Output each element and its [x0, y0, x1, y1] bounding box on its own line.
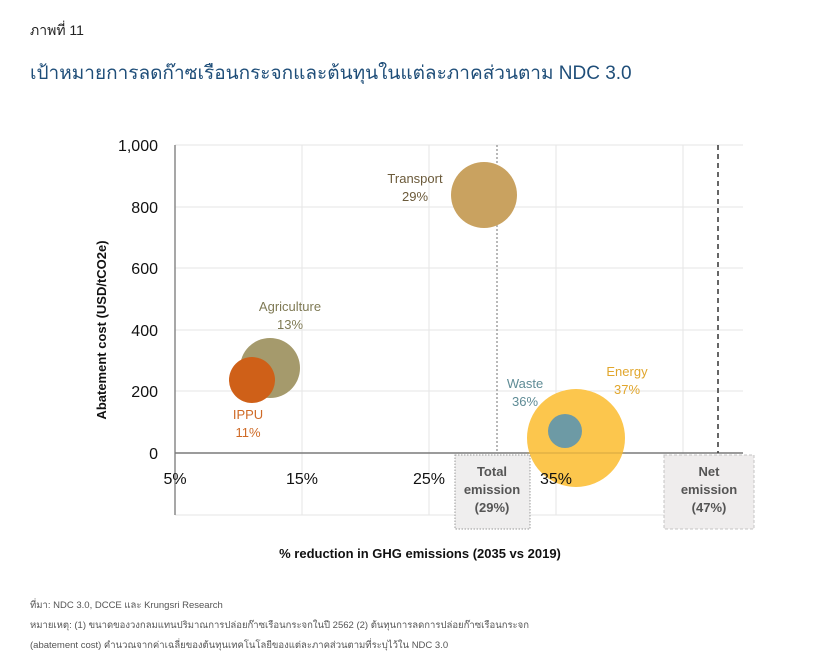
x-tick: 5% [163, 471, 186, 488]
agriculture-label: Agriculture [259, 299, 321, 314]
figure-title: เป้าหมายการลดก๊าซเรือนกระจกและต้นทุนในแต… [30, 63, 632, 84]
y-tick: 200 [131, 384, 158, 401]
bubble-ippu [229, 357, 275, 403]
note-line: หมายเหตุ: (1) ขนาดของวงกลมแทนปริมาณการปล… [30, 620, 529, 631]
ippu-label: IPPU [233, 407, 263, 422]
net-emission-label: Net [699, 464, 721, 479]
agriculture-pct: 13% [277, 317, 303, 332]
y-tick-labels: 1,000 800 600 400 200 0 [118, 138, 158, 463]
ippu-pct: 11% [235, 425, 260, 440]
source-line: ที่มา: NDC 3.0, DCCE และ Krungsri Resear… [30, 600, 223, 611]
x-tick-labels: 5% 15% 25% 35% [163, 471, 572, 488]
source-notes: ที่มา: NDC 3.0, DCCE และ Krungsri Resear… [30, 596, 529, 656]
bubble-chart: 1,000 800 600 400 200 0 5% 15% 25% 35% T… [94, 138, 755, 561]
y-tick: 1,000 [118, 138, 158, 155]
transport-label: Transport [387, 171, 443, 186]
y-tick: 0 [149, 446, 158, 463]
total-emission-box: Total emission (29%) [454, 454, 531, 530]
transport-pct: 29% [402, 189, 428, 204]
x-tick: 35% [540, 471, 572, 488]
x-tick: 15% [286, 471, 318, 488]
waste-pct: 36% [512, 394, 538, 409]
x-axis-title: % reduction in GHG emissions (2035 vs 20… [279, 546, 561, 561]
bubble-labels: Transport 29% Agriculture 13% IPPU 11% E… [233, 171, 648, 440]
note-line: (abatement cost) คำนวณจากค่าเฉลี่ยของต้น… [30, 640, 449, 651]
x-tick: 25% [413, 471, 445, 488]
y-tick: 800 [131, 200, 158, 217]
waste-label: Waste [507, 376, 543, 391]
y-axis-title: Abatement cost (USD/tCO2e) [94, 240, 109, 419]
energy-pct: 37% [614, 382, 640, 397]
total-emission-label: emission [464, 482, 520, 497]
figure-number: ภาพที่ 11 [30, 22, 84, 38]
net-emission-label: (47%) [692, 500, 727, 515]
bubble-waste [548, 414, 582, 448]
net-emission-box: Net emission (47%) [663, 454, 755, 530]
net-emission-label: emission [681, 482, 737, 497]
total-emission-label: (29%) [475, 500, 510, 515]
y-tick: 600 [131, 261, 158, 278]
bubble-transport [451, 162, 517, 228]
energy-label: Energy [606, 364, 648, 379]
total-emission-label: Total [477, 464, 507, 479]
y-tick: 400 [131, 323, 158, 340]
